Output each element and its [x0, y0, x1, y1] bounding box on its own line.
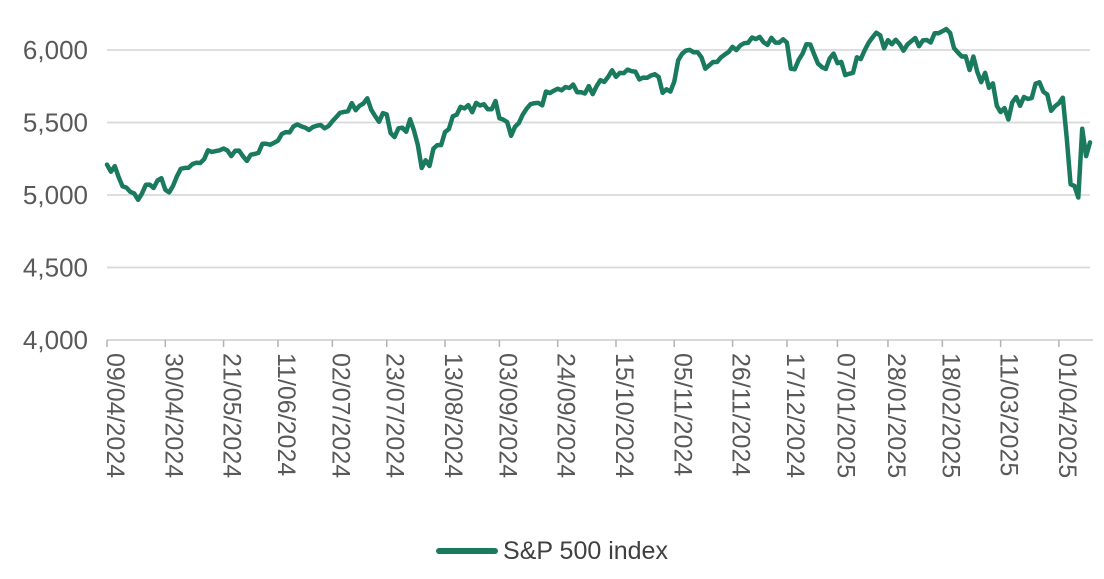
series-line-sp500-index — [104, 26, 1093, 203]
y-axis-label-6000: 6,000 — [23, 35, 88, 65]
x-axis-label-2: 21/05/2024 — [218, 353, 246, 478]
x-axis-label-5: 23/07/2024 — [381, 353, 409, 478]
legend-line-swatch — [436, 548, 499, 554]
x-axis-label-3: 11/06/2024 — [272, 353, 300, 476]
chart-legend: S&P 500 index — [0, 531, 1104, 571]
x-axis-label-11: 26/11/2024 — [727, 353, 755, 476]
plot-area: 4,000 4,500 5,000 5,500 6,000 09/04/2024 30/04… — [23, 26, 1093, 478]
x-axis-label-13: 07/01/2025 — [831, 353, 859, 478]
legend-label: S&P 500 index — [503, 536, 668, 565]
x-axis-label-9: 15/10/2024 — [610, 353, 638, 478]
y-axis-label-5000: 5,000 — [23, 180, 88, 210]
x-axis-label-7: 03/09/2024 — [493, 353, 521, 478]
x-axis-label-16: 11/03/2025 — [995, 353, 1023, 476]
y-axis-label-4000: 4,000 — [23, 325, 88, 355]
x-axis-label-14: 28/01/2025 — [882, 353, 910, 478]
x-axis-label-10: 05/11/2024 — [668, 353, 696, 476]
x-axis-label-15: 18/02/2025 — [936, 353, 964, 478]
y-axis-label-4500: 4,500 — [23, 253, 88, 283]
y-axis-label-5500: 5,500 — [23, 108, 88, 138]
x-axis-label-4: 02/07/2024 — [326, 353, 354, 478]
x-axis-label-8: 24/09/2024 — [552, 353, 580, 478]
x-axis-label-1: 30/04/2024 — [159, 353, 187, 478]
x-axis-label-0: 09/04/2024 — [101, 353, 129, 478]
x-axis-label-17: 01/04/2025 — [1053, 353, 1081, 478]
x-axis-label-12: 17/12/2024 — [781, 353, 809, 478]
x-axis-label-6: 13/08/2024 — [439, 353, 467, 478]
